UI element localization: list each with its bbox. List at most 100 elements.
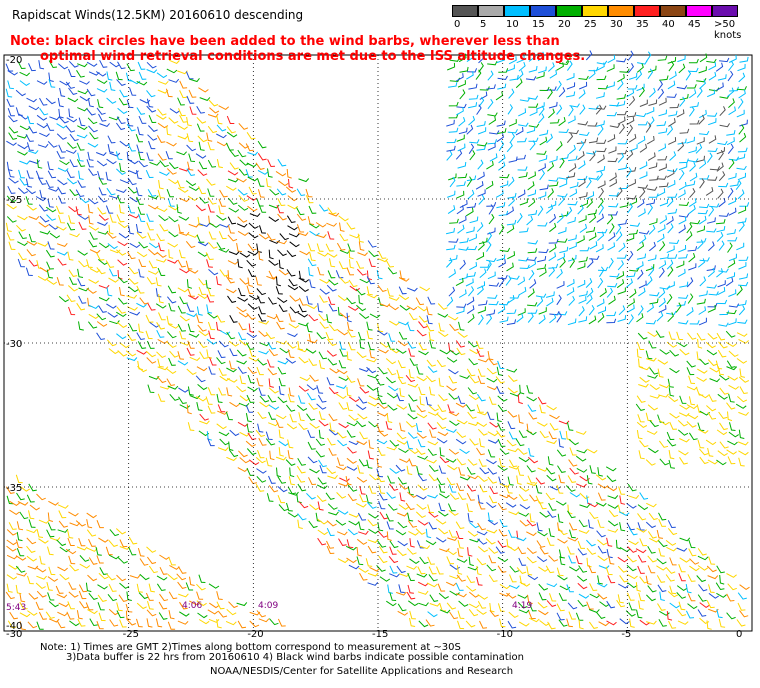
wind-barb <box>518 486 530 492</box>
wind-barb <box>706 349 718 356</box>
wind-barb <box>256 288 266 296</box>
wind-barb <box>656 175 667 180</box>
wind-barb <box>686 404 698 410</box>
wind-barb <box>468 94 479 100</box>
wind-barb <box>718 149 724 161</box>
wind-barb <box>346 402 353 412</box>
wind-barb <box>577 582 588 590</box>
wind-barb <box>389 468 400 474</box>
wind-barb <box>26 204 37 211</box>
wind-barb <box>649 292 660 297</box>
wind-barb <box>257 450 265 459</box>
wind-barb <box>269 618 279 626</box>
wind-barb <box>266 493 274 502</box>
wind-barb <box>356 476 368 483</box>
wind-barb <box>538 155 548 162</box>
time-label: 4:19 <box>512 601 532 611</box>
wind-barb <box>638 208 646 218</box>
wind-barb <box>499 180 509 188</box>
wind-barb <box>277 198 286 207</box>
wind-barb <box>697 428 709 434</box>
wind-barb <box>538 105 545 116</box>
wind-barb <box>586 287 594 298</box>
wind-barb <box>578 619 584 630</box>
wind-barb <box>385 358 397 365</box>
wind-barb <box>728 253 737 262</box>
wind-barb <box>226 331 236 340</box>
wind-barb <box>549 155 558 163</box>
wind-barb <box>456 593 467 598</box>
wind-barb <box>537 531 548 537</box>
wind-barb <box>39 215 50 223</box>
wind-barb <box>458 53 467 63</box>
wind-barb <box>187 386 194 396</box>
wind-barb <box>225 142 234 151</box>
wind-barb <box>99 567 108 575</box>
wind-barb <box>706 152 713 163</box>
wind-barb <box>518 122 529 127</box>
legend-swatch <box>582 5 608 17</box>
wind-barb <box>546 133 553 144</box>
wind-barb <box>358 331 366 341</box>
wind-barb <box>436 566 444 575</box>
wind-barb <box>237 296 249 302</box>
wind-barb <box>147 204 159 210</box>
wind-barb <box>658 288 666 299</box>
wind-barb <box>146 618 153 628</box>
wind-barb <box>729 422 736 431</box>
wind-barb <box>428 574 438 582</box>
wind-barb <box>608 509 619 518</box>
wind-barb <box>547 456 554 466</box>
wind-barb <box>476 340 484 349</box>
wind-barb <box>307 429 315 438</box>
wind-barb <box>297 312 308 318</box>
wind-barb <box>699 276 707 287</box>
wind-barb <box>629 222 641 227</box>
wind-barb <box>367 341 375 351</box>
wind-barb <box>167 285 177 294</box>
wind-barb <box>578 290 588 297</box>
wind-barb <box>345 545 357 551</box>
wind-barb <box>459 375 470 379</box>
wind-barb <box>618 164 628 171</box>
wind-barb <box>728 60 735 72</box>
wind-barb <box>128 286 139 293</box>
wind-barb <box>606 81 615 89</box>
wind-barb <box>727 143 734 155</box>
wind-barb <box>559 585 571 591</box>
wind-barb <box>486 502 497 509</box>
wind-barb <box>68 87 78 95</box>
wind-barb <box>716 459 727 466</box>
wind-barb <box>196 106 205 114</box>
wind-barb <box>488 358 498 366</box>
wind-barb <box>707 147 718 153</box>
wind-barb <box>556 294 562 306</box>
wind-barb <box>569 103 580 108</box>
wind-barb <box>178 387 189 393</box>
wind-barb <box>596 166 606 173</box>
wind-barb <box>177 124 188 130</box>
wind-barb <box>96 313 107 321</box>
wind-barb <box>487 519 499 526</box>
wind-barb <box>387 503 398 511</box>
wind-barb <box>659 610 670 616</box>
wind-barb <box>497 83 507 90</box>
wind-barb <box>457 161 467 169</box>
wind-barb <box>238 168 249 176</box>
wind-barb <box>299 376 311 382</box>
wind-barb <box>505 485 513 494</box>
wind-barb <box>77 278 86 287</box>
wind-barb <box>327 503 338 510</box>
wind-barb <box>536 540 546 548</box>
wind-barb <box>517 467 525 476</box>
wind-barb <box>268 475 276 484</box>
wind-barb <box>216 601 225 610</box>
wind-barb <box>156 351 167 358</box>
wind-barb <box>28 233 36 243</box>
wind-barb <box>448 368 459 375</box>
wind-barb <box>166 68 178 74</box>
wind-barb <box>368 439 374 450</box>
wind-barb <box>176 180 185 189</box>
wind-barb <box>739 386 748 395</box>
wind-barb <box>508 88 515 99</box>
